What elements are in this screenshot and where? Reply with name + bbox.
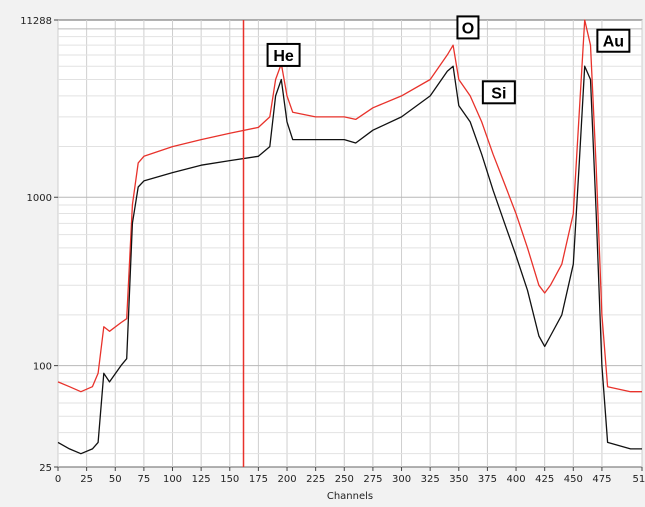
series-layer — [57, 19, 642, 455]
peak-label-he: He — [266, 42, 301, 67]
x-tick-label: 0 — [55, 474, 61, 485]
peak-label-box — [266, 42, 301, 67]
peak-label-text: He — [273, 48, 294, 65]
series-line-2 — [57, 65, 642, 455]
x-tick-label: 75 — [138, 474, 151, 485]
x-tick-label: 275 — [363, 474, 382, 485]
y-tick-label: 25 — [39, 463, 52, 474]
x-tick-label: 100 — [163, 474, 182, 485]
x-tick-label: 225 — [306, 474, 325, 485]
x-tick-label: 50 — [109, 474, 122, 485]
y-tick-label: 1000 — [27, 193, 52, 204]
x-tick-label: 475 — [592, 474, 611, 485]
x-tick-label: 325 — [421, 474, 440, 485]
x-tick-label: 375 — [478, 474, 497, 485]
x-tick-label: 125 — [192, 474, 211, 485]
x-tick-label: 400 — [506, 474, 525, 485]
x-tick-label: 300 — [392, 474, 411, 485]
y-tick-label: 11288 — [20, 16, 52, 27]
peak-label-o: O — [456, 15, 480, 40]
peak-annotations: He O Si Au — [266, 15, 631, 105]
x-tick-label: 175 — [249, 474, 268, 485]
peak-label-au: Au — [596, 28, 631, 53]
peak-label-box — [456, 15, 480, 40]
series-line-1 — [57, 19, 642, 393]
x-tick-label: 425 — [535, 474, 554, 485]
peak-label-text: Si — [491, 85, 506, 102]
peak-label-text: O — [462, 20, 474, 37]
plot-area — [57, 19, 643, 468]
x-tick-label: 150 — [220, 474, 239, 485]
peak-label-text: Au — [603, 34, 624, 51]
grid — [57, 20, 643, 467]
x-tick-label: 25 — [80, 474, 93, 485]
peak-label-box — [596, 28, 631, 53]
x-tick-label: 250 — [335, 474, 354, 485]
peak-label-si: Si — [481, 80, 516, 105]
y-tick-label: 100 — [33, 362, 52, 373]
x-axis-title: Channels — [327, 491, 373, 502]
y-axis-ticks: 11288 1000 100 25 — [20, 16, 58, 474]
x-tick-label: 200 — [277, 474, 296, 485]
peak-label-box — [481, 80, 516, 105]
x-axis-ticks: 0 25 50 75 100 125 150 175 200 225 250 275 300 325 350… — [55, 467, 645, 485]
x-tick-label: 450 — [564, 474, 583, 485]
x-tick-label: 510 — [632, 474, 645, 485]
x-tick-label: 350 — [449, 474, 468, 485]
